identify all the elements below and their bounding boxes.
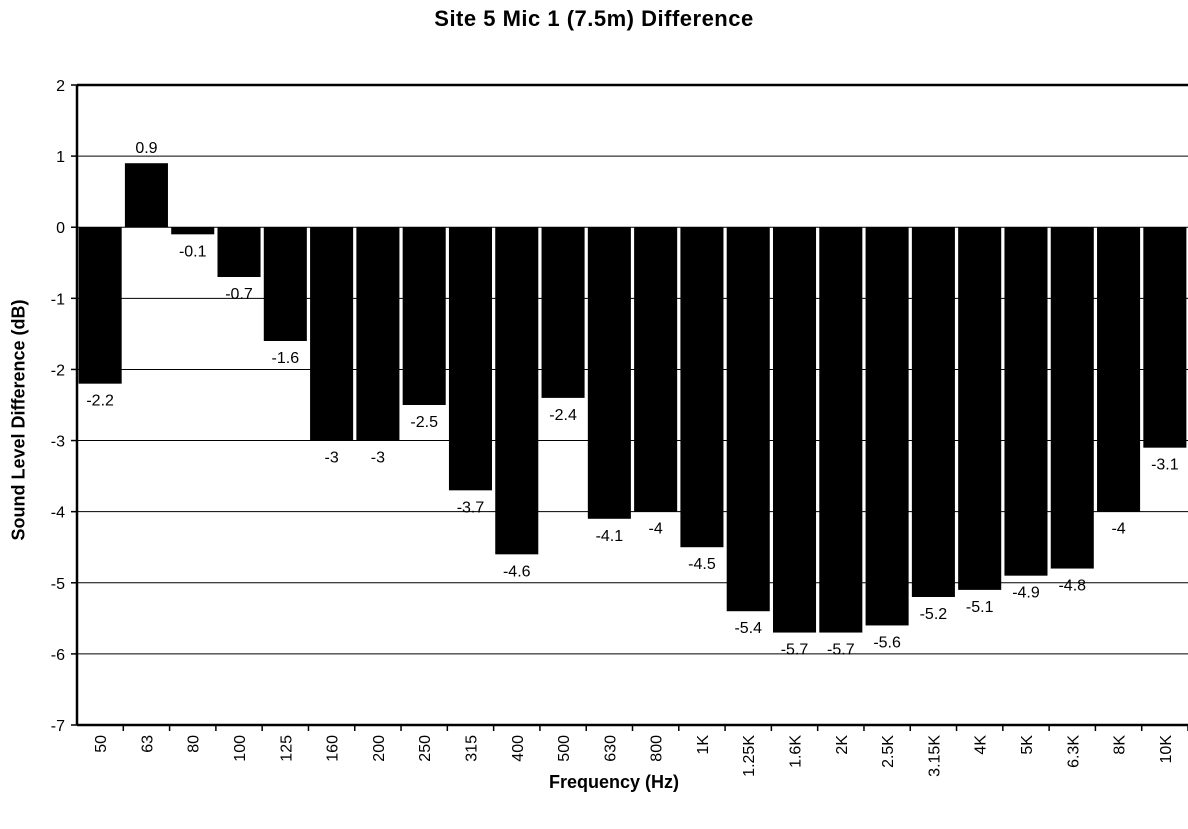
bar (217, 227, 261, 277)
x-tick-label: 125 (278, 735, 295, 762)
bar (171, 227, 215, 235)
x-tick-label: 400 (510, 735, 527, 762)
bar (541, 227, 585, 398)
x-tick-label: 100 (232, 735, 249, 762)
x-tick-label: 1K (695, 735, 712, 755)
data-label: -4 (1111, 521, 1125, 538)
data-label: -5.7 (827, 642, 855, 659)
x-tick-label: 315 (463, 735, 480, 762)
bar (448, 227, 493, 491)
y-tick-label: -6 (51, 647, 65, 664)
data-label: -0.1 (179, 243, 207, 260)
data-label: -1.6 (272, 350, 300, 367)
data-label: -0.7 (225, 286, 253, 303)
data-labels: -2.2 0.9 -0.1 -0.7 -1.6 -3 -3 -2.5 -3.7 -4.6 -2.4 -… (86, 140, 1178, 658)
x-axis-title: Frequency (Hz) (548, 772, 680, 792)
data-label: -5.1 (966, 599, 994, 616)
x-tick-label: 200 (371, 735, 388, 762)
bar (634, 227, 678, 512)
data-label: -3.7 (457, 499, 485, 516)
bar (356, 227, 400, 441)
data-label: -4.1 (596, 528, 624, 545)
x-tick-label: 80 (186, 735, 203, 753)
x-tick-label: 8K (1112, 735, 1129, 755)
bar (263, 227, 307, 341)
bar (911, 227, 955, 597)
bar (402, 227, 446, 405)
x-tick-label: 6.3K (1065, 735, 1082, 768)
data-label: -5.6 (873, 634, 901, 651)
bar (1004, 227, 1048, 576)
x-tick-labels: 50 63 80 100 125 160 200 250 315 400 500 630 800 1K 1.… (93, 735, 1175, 777)
bar (958, 227, 1002, 590)
y-tick-label: -2 (51, 362, 65, 379)
y-tick-label: 2 (56, 78, 65, 95)
x-tick-label: 2K (834, 735, 851, 755)
x-tick-label: 3.15K (926, 735, 943, 777)
y-tick-label: -5 (51, 576, 65, 593)
bar (819, 227, 863, 633)
data-label: -3 (324, 450, 338, 467)
data-label: -4.9 (1012, 585, 1040, 602)
bar (1143, 227, 1187, 448)
x-tick-label: 4K (973, 735, 990, 755)
x-tick-label: 160 (325, 735, 342, 762)
bar (124, 163, 168, 228)
data-label: -5.7 (781, 642, 809, 659)
y-tick-label: -1 (51, 291, 65, 308)
data-label: 0.9 (135, 140, 157, 157)
data-label: -2.2 (86, 393, 114, 410)
x-tick-label: 1.25K (741, 735, 758, 777)
data-label: -3.1 (1151, 457, 1179, 474)
bar (772, 227, 817, 633)
bar (495, 227, 539, 555)
x-tick-label: 800 (649, 735, 666, 762)
data-label: -5.4 (734, 620, 762, 637)
axes (71, 84, 1188, 731)
bars (78, 163, 1187, 633)
x-tick-label: 10K (1158, 735, 1175, 764)
bar (1050, 227, 1094, 569)
y-tick-label: -4 (51, 505, 65, 522)
bar (865, 227, 909, 626)
x-tick-label: 500 (556, 735, 573, 762)
data-label: -4.8 (1058, 578, 1086, 595)
x-tick-label: 63 (139, 735, 156, 753)
bar (310, 227, 354, 441)
y-tick-label: -3 (51, 434, 65, 451)
y-tick-label: -7 (51, 718, 65, 735)
y-tick-labels: 2 1 0 -1 -2 -3 -4 -5 -6 -7 (51, 78, 65, 735)
bar (680, 227, 724, 548)
gridlines (77, 83, 1188, 655)
x-tick-label: 630 (602, 735, 619, 762)
data-label: -4 (649, 521, 663, 538)
x-tick-label: 250 (417, 735, 434, 762)
bar (1097, 227, 1141, 512)
bar (587, 227, 631, 519)
data-label: -2.4 (549, 407, 577, 424)
data-label: -4.5 (688, 556, 716, 573)
bar (78, 227, 122, 384)
data-label: -3 (371, 450, 385, 467)
data-label: -5.2 (920, 606, 948, 623)
x-tick-label: 2.5K (880, 735, 897, 768)
bar (726, 227, 770, 612)
data-label: -2.5 (410, 414, 438, 431)
x-tick-label: 1.6K (788, 735, 805, 768)
data-label: -4.6 (503, 563, 531, 580)
chart-title: Site 5 Mic 1 (7.5m) Difference (434, 6, 754, 31)
x-tick-label: 5K (1019, 735, 1036, 755)
y-tick-label: 1 (56, 149, 65, 166)
y-tick-label: 0 (56, 220, 65, 237)
x-tick-label: 50 (93, 735, 110, 753)
